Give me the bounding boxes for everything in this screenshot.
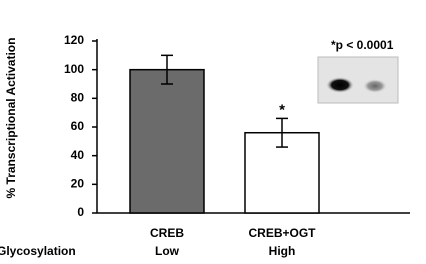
y-tick-label: 0 bbox=[77, 205, 84, 219]
blot-band bbox=[363, 79, 387, 93]
row-value: Low bbox=[155, 244, 180, 258]
y-tick-label: 60 bbox=[71, 119, 85, 133]
y-tick-label: 120 bbox=[64, 33, 84, 47]
annotation: *p < 0.0001 bbox=[331, 38, 394, 52]
y-tick-label: 100 bbox=[64, 62, 84, 76]
blot-band bbox=[326, 77, 354, 93]
x-tick-label: CREB bbox=[150, 226, 184, 240]
y-tick-label: 40 bbox=[71, 148, 85, 162]
significance-marker: * bbox=[279, 101, 285, 118]
y-tick-label: 80 bbox=[71, 91, 85, 105]
bar bbox=[130, 70, 204, 213]
row-label: Glycosylation bbox=[0, 244, 76, 258]
chart: % Transcriptional Activation Glycosylati… bbox=[0, 0, 426, 264]
row-value: High bbox=[269, 244, 296, 258]
y-axis-label: % Transcriptional Activation bbox=[4, 38, 18, 199]
y-tick-label: 20 bbox=[71, 177, 85, 191]
x-tick-label: CREB+OGT bbox=[248, 226, 316, 240]
